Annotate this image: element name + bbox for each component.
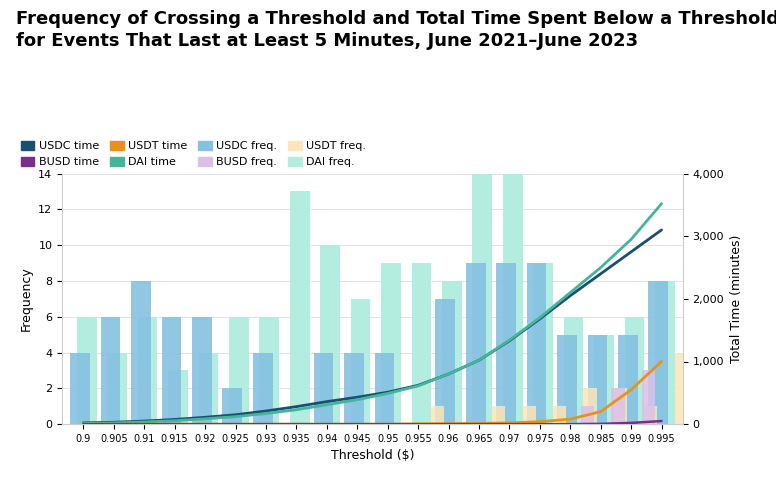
Bar [533,263,553,424]
Bar [375,352,394,424]
Legend: USDC time, BUSD time, USDT time, DAI time, USDC freq., BUSD freq., USDT freq., D: USDC time, BUSD time, USDT time, DAI tim… [21,141,366,167]
Bar [168,371,188,424]
Bar [611,388,625,424]
Bar [229,317,248,424]
Bar [192,317,212,424]
Bar [466,263,486,424]
Bar [563,317,584,424]
Bar [131,281,151,424]
Bar [435,299,456,424]
Bar [199,352,218,424]
Y-axis label: Frequency: Frequency [19,267,33,331]
Text: Frequency of Crossing a Threshold and Total Time Spent Below a Threshold
for Eve: Frequency of Crossing a Threshold and To… [16,10,776,50]
Bar [381,263,401,424]
Bar [223,388,242,424]
Bar [314,352,334,424]
Bar [497,263,516,424]
Bar [492,406,505,424]
Bar [71,352,90,424]
Bar [625,317,644,424]
Bar [527,263,546,424]
Bar [557,335,577,424]
Bar [614,388,627,424]
Bar [522,406,535,424]
Bar [503,174,522,424]
Bar [101,317,120,424]
Bar [594,335,614,424]
Bar [584,388,597,424]
Bar [473,174,492,424]
Bar [411,263,431,424]
Bar [253,352,272,424]
Bar [107,352,127,424]
Bar [77,317,96,424]
Bar [587,335,608,424]
Bar [618,335,638,424]
Bar [581,406,594,424]
Bar [351,299,370,424]
Bar [289,191,310,424]
Bar [553,406,566,424]
Bar [442,281,462,424]
Bar [161,317,182,424]
Bar [344,352,364,424]
Y-axis label: Total Time (minutes): Total Time (minutes) [729,235,743,363]
X-axis label: Threshold ($): Threshold ($) [331,449,414,462]
Bar [642,371,655,424]
Bar [431,406,445,424]
Bar [655,281,674,424]
Bar [674,352,688,424]
Bar [137,317,158,424]
Bar [259,317,279,424]
Bar [644,406,657,424]
Bar [320,245,340,424]
Bar [649,281,668,424]
